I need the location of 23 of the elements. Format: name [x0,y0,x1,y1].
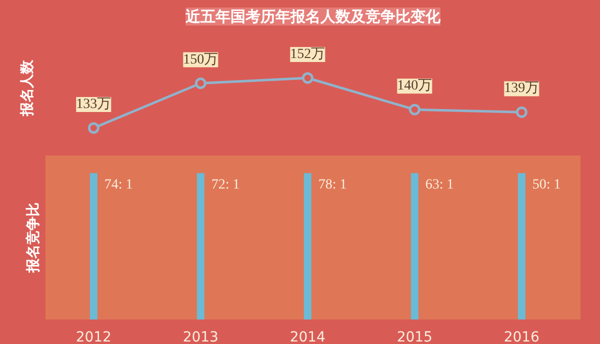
x-tick-label: 2012 [76,330,112,344]
annotation: 50: 1 [532,177,561,192]
x-tick-label: 2013 [182,330,218,344]
data-label: 133万 [76,97,112,112]
data-label: 140万 [397,78,432,94]
point [408,104,420,116]
point [88,122,100,134]
x-tick-label: 2016 [504,330,540,344]
chart-title: 近五年国考历年报名人数及竞争比变化 [184,8,442,26]
x-tick-label: 2014 [290,330,326,344]
data-label: 139万 [504,81,540,96]
point [302,72,314,84]
data-label: 152万 [290,47,326,62]
point [194,78,206,90]
y-axis-title: 报名人数 [20,59,36,117]
annotation: 63: 1 [425,177,454,192]
annotation: 72: 1 [211,177,240,192]
annotation: 78: 1 [318,177,347,192]
point [516,106,528,118]
y-axis-title: 报名竞争比 [24,202,42,274]
x-tick-label: 2015 [396,330,432,344]
annotation: 74: 1 [104,177,133,192]
data-label: 150万 [183,52,218,68]
